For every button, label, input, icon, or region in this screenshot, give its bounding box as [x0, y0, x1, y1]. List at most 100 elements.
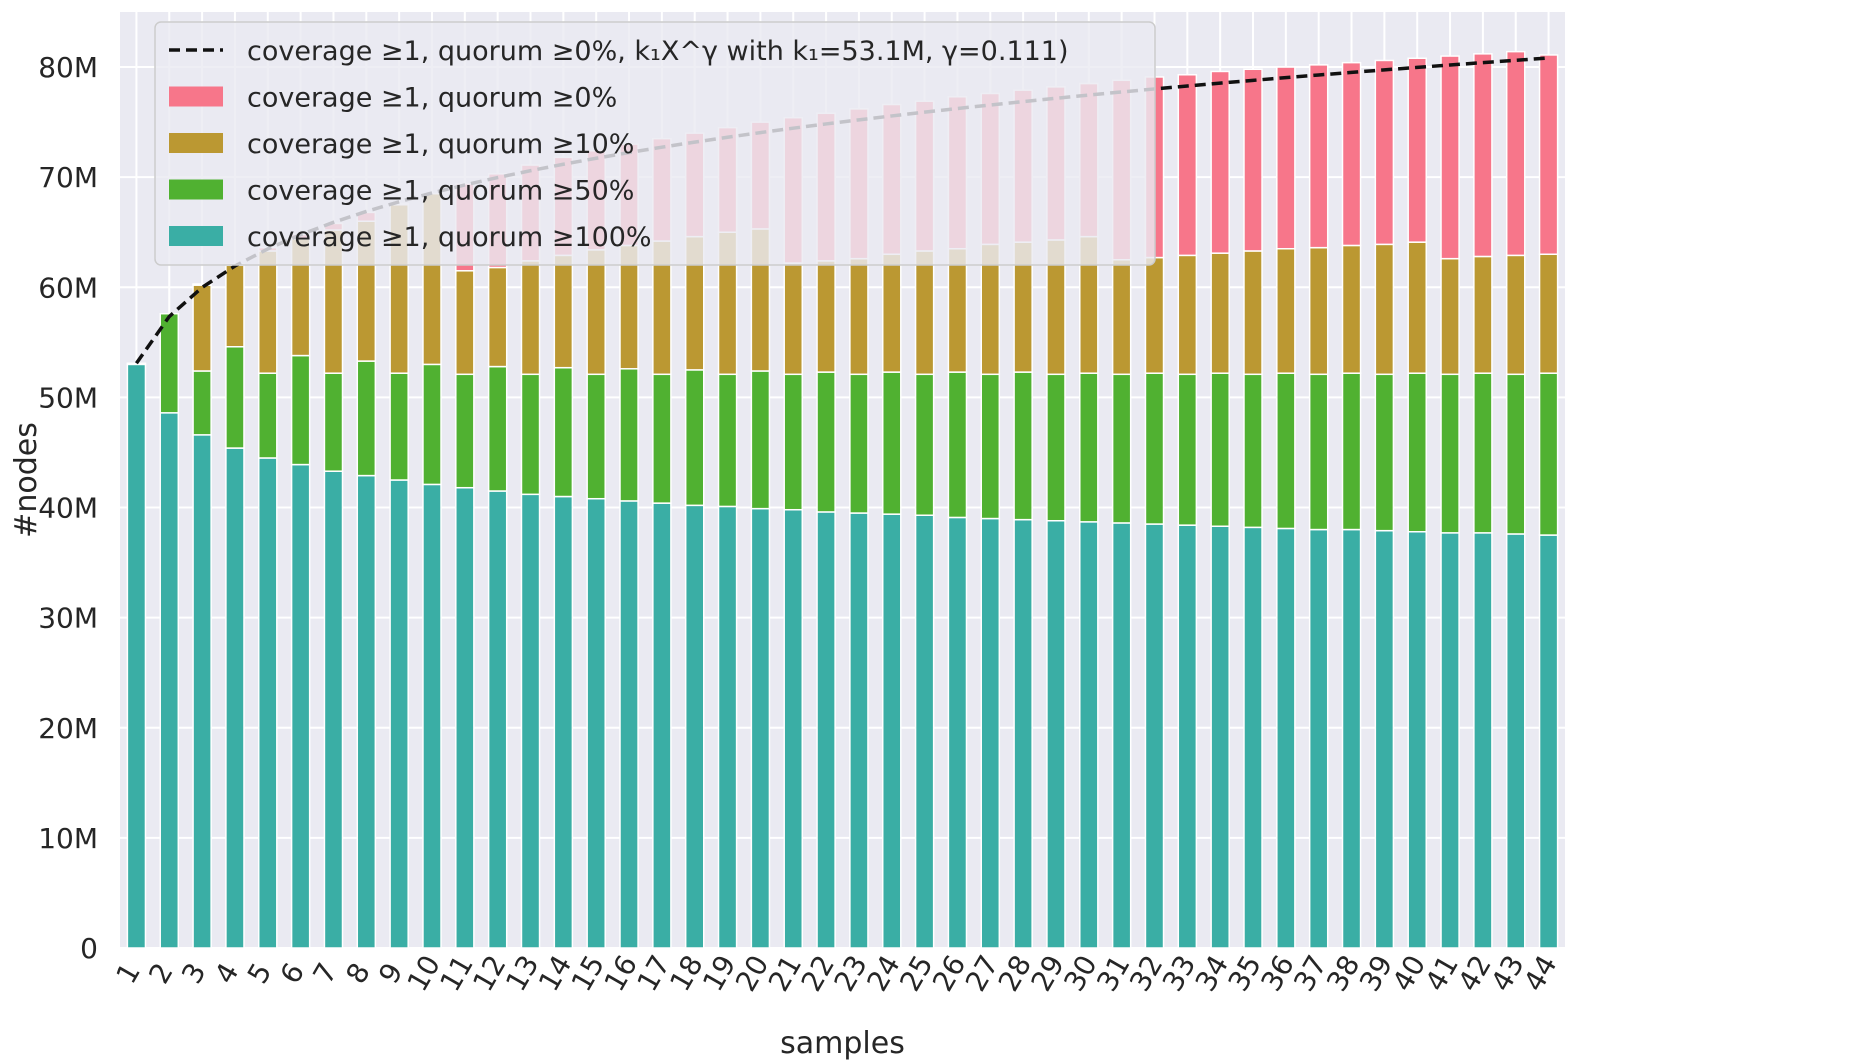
bar-segment	[586, 249, 606, 376]
bar-segment	[1505, 373, 1526, 535]
bar-segment	[422, 483, 442, 949]
bar-segment	[1374, 529, 1395, 949]
legend-swatch	[169, 86, 223, 107]
bar-segment	[553, 366, 574, 498]
bar-segment	[849, 512, 869, 949]
bar-segment	[1144, 523, 1165, 949]
bar-segment	[356, 474, 377, 949]
bar-segment	[1473, 532, 1493, 949]
bar-segment	[1440, 257, 1460, 376]
bar-segment	[520, 260, 541, 376]
legend-box	[154, 21, 1156, 266]
bar-segment	[980, 373, 1001, 520]
bar-segment	[1177, 254, 1198, 376]
bar-segment	[1538, 54, 1559, 256]
bar-segment	[1210, 372, 1230, 527]
y-tick-label: 60M	[38, 271, 98, 304]
x-tick-label: 44	[1517, 950, 1563, 997]
bar-segment	[1177, 524, 1198, 949]
bar-segment	[1177, 373, 1198, 526]
legend: coverage ≥1, quorum ≥0%, k₁X^γ with k₁=5…	[154, 21, 1156, 266]
bar-segment	[1308, 64, 1329, 249]
bar-segment	[1440, 532, 1460, 949]
bar-segment	[1341, 61, 1362, 247]
bar-segment	[783, 262, 804, 376]
bar-segment	[619, 500, 639, 949]
bar-segment	[1407, 57, 1427, 243]
bar-segment	[192, 283, 212, 286]
bar-segment	[192, 434, 212, 949]
y-tick-label: 80M	[38, 51, 98, 84]
bar-segment	[1013, 371, 1033, 521]
bar-segment	[1473, 53, 1493, 258]
bar-segment	[980, 517, 1001, 949]
legend-swatch	[169, 179, 223, 200]
bar-segment	[1407, 372, 1427, 533]
bar-segment	[684, 369, 705, 507]
bar-segment	[1505, 254, 1526, 376]
bar-segment	[914, 514, 935, 949]
bar-segment	[684, 504, 705, 949]
bar-segment	[1079, 521, 1099, 949]
bar-segment	[1308, 528, 1329, 949]
bar-segment	[1243, 526, 1263, 949]
bar-segment	[1276, 66, 1296, 250]
bar-segment	[750, 507, 771, 949]
legend-label: coverage ≥1, quorum ≥0%, k₁X^γ with k₁=5…	[247, 36, 1068, 67]
bar-segment	[1210, 525, 1230, 949]
y-tick-label: 10M	[38, 822, 98, 855]
bar-segment	[1341, 244, 1362, 374]
bar-segment	[1341, 528, 1362, 949]
bar-segment	[586, 373, 606, 500]
bar-segment	[159, 412, 180, 949]
bar-segment	[389, 479, 409, 949]
bar-segment	[783, 373, 804, 511]
bar-segment	[1473, 372, 1493, 534]
bar-segment	[1276, 372, 1296, 530]
bar-segment	[1177, 74, 1198, 257]
bar-segment	[258, 457, 278, 949]
bar-segment	[914, 250, 935, 376]
y-tick-label: 20M	[38, 712, 98, 745]
bar-segment	[1144, 256, 1165, 374]
bar-segment	[1276, 248, 1296, 374]
bar-segment	[487, 365, 508, 492]
bar-segment	[881, 371, 902, 515]
bar-segment	[619, 368, 639, 502]
bar-segment	[947, 248, 968, 373]
bar-segment	[290, 354, 311, 466]
legend-label: coverage ≥1, quorum ≥50%	[247, 176, 634, 207]
bar-segment	[586, 497, 606, 949]
bar-segment	[1013, 518, 1033, 949]
bar-segment	[487, 266, 508, 368]
bar-segment	[1374, 243, 1395, 376]
legend-swatch	[169, 226, 223, 246]
bar-segment	[1046, 519, 1066, 949]
bar-segment	[652, 373, 672, 504]
bar-segment	[881, 253, 902, 373]
bar-segment	[717, 373, 738, 508]
bar-segment	[225, 264, 245, 348]
bar-segment	[1046, 373, 1066, 522]
bar-segment	[1440, 373, 1460, 534]
bar-segment	[1440, 55, 1460, 260]
bar-segment	[1505, 50, 1526, 257]
bar-segment	[159, 312, 180, 414]
bar-segment	[192, 370, 212, 436]
bar-segment	[1538, 253, 1559, 374]
bar-segment	[520, 493, 541, 949]
bar-segment	[849, 257, 869, 376]
bar-segment	[258, 250, 278, 374]
bar-segment	[1308, 246, 1329, 376]
legend-label: coverage ≥1, quorum ≥100%	[247, 222, 652, 253]
bar-segment	[914, 373, 935, 516]
bar-segment	[1079, 372, 1099, 523]
bar-segment	[487, 490, 508, 949]
bar-segment	[1407, 531, 1427, 949]
bar-segment	[1538, 372, 1559, 536]
legend-label: coverage ≥1, quorum ≥0%	[247, 83, 617, 114]
bar-segment	[389, 372, 409, 481]
bar-segment	[1308, 373, 1329, 531]
bar-segment	[947, 371, 968, 519]
bar-segment	[1243, 68, 1263, 252]
